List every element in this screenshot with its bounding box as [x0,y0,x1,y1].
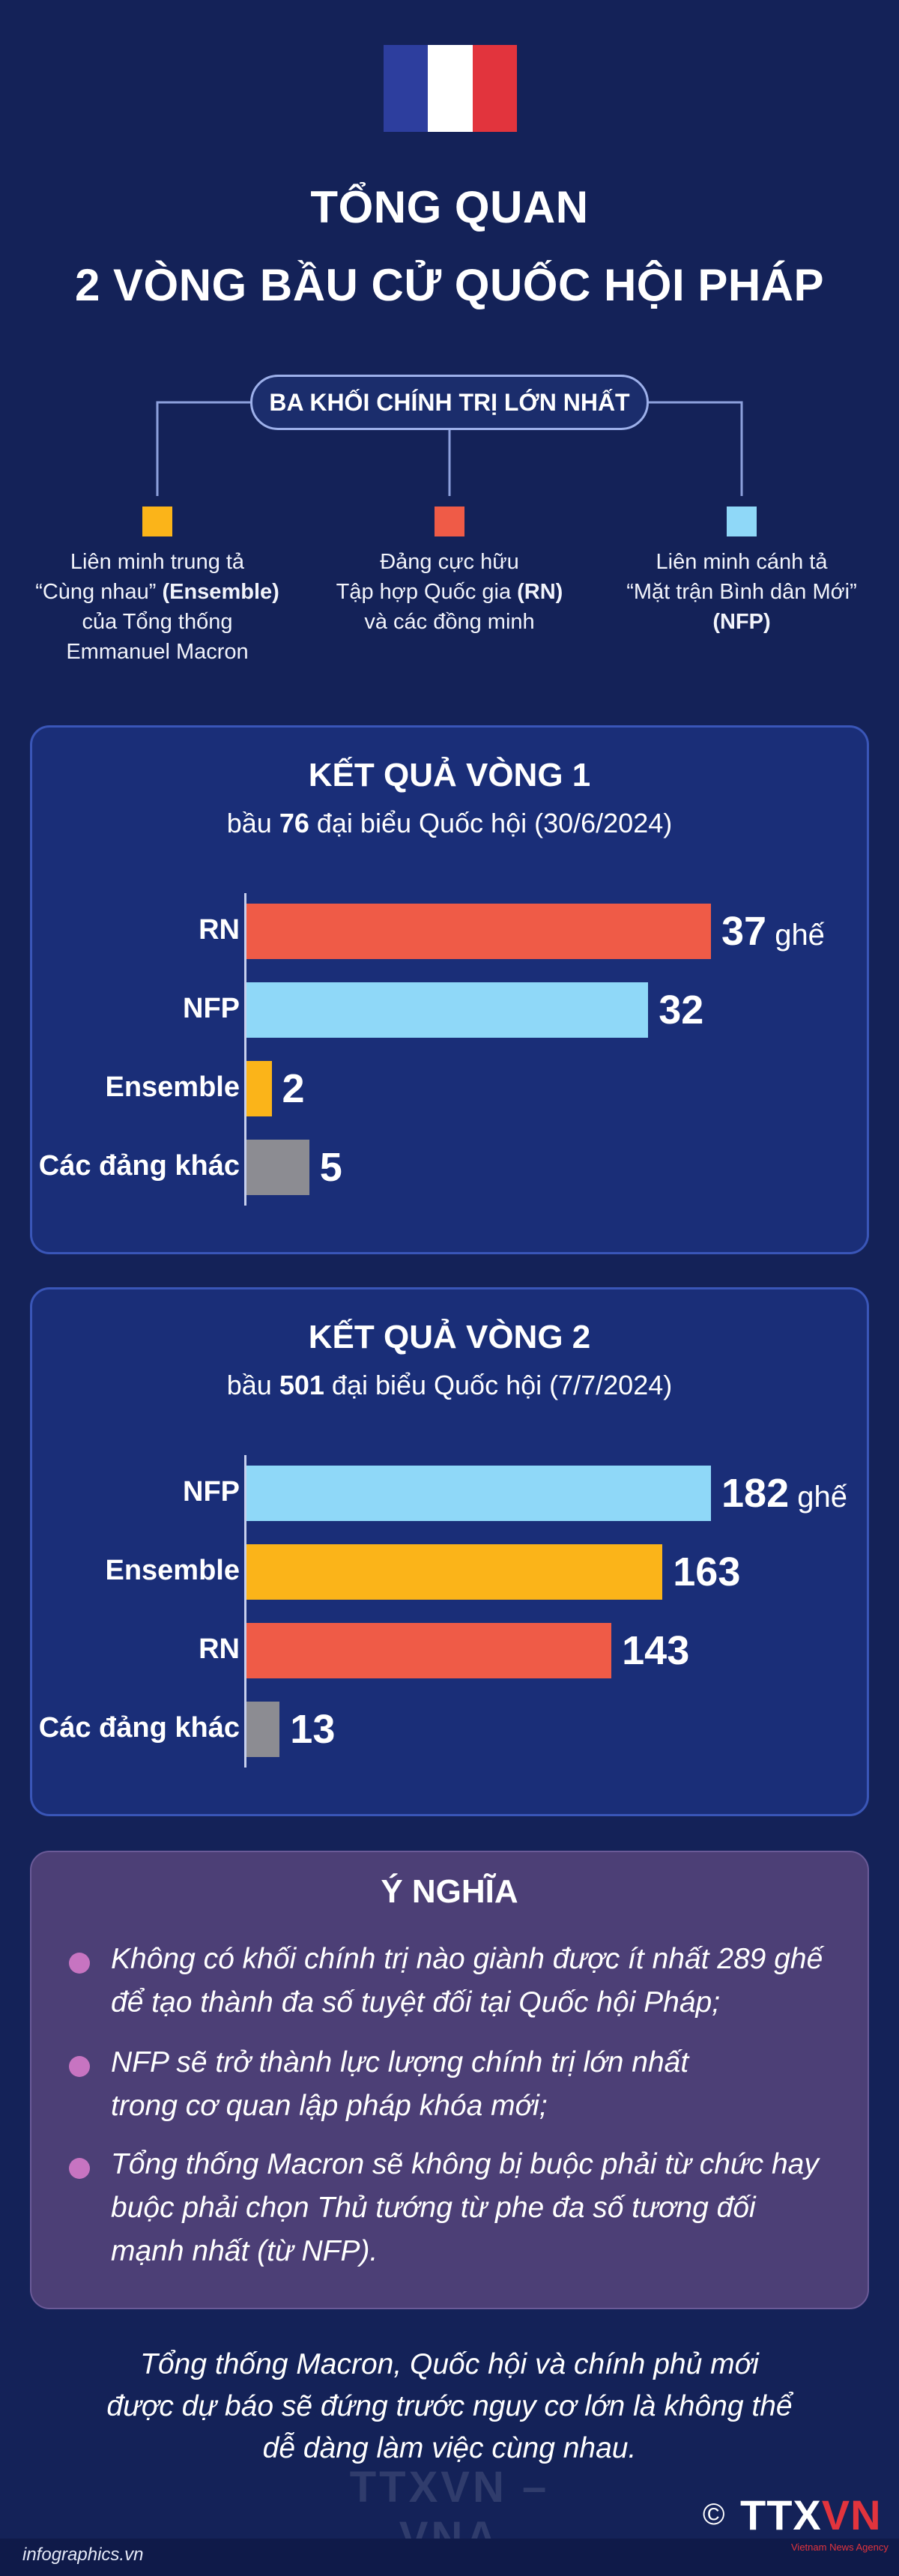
logo-accent: VN [821,2491,882,2539]
meaning-title: Ý NGHĨA [381,1873,518,1910]
round2-bar-ensemble [246,1544,663,1600]
meaning-item-2-line1: NFP sẽ trở thành lực lượng chính trị lớn… [111,2046,689,2078]
footer-note: Tổng thống Macron, Quốc hội và chính phủ… [45,2344,854,2470]
round1-category-label: Ensemble [105,1071,240,1103]
bloc-ensemble-nickname: “Cùng nhau” [35,580,163,604]
bloc-rn-name: Tập hợp Quốc gia [336,580,518,604]
round1-category-label: RN [199,914,240,946]
page-title-line2: 2 VÒNG BẦU CỬ QUỐC HỘI PHÁP [74,260,825,310]
round2-value-label: 163 [673,1549,741,1594]
round2-subtitle: bầu 501 đại biểu Quốc hội (7/7/2024) [30,1370,869,1401]
round1-value-label: 37 ghế [721,909,825,954]
round1-chart: RN 37 ghế NFP 32 Ensemble 2 Các đảng khác 5 [0,0,899,1206]
meaning-item-1-line2: để tạo thành đa số tuyệt đối tại Quốc hộ… [111,1986,721,2019]
round1-bar-c-c-ng-kh-c [246,1140,309,1195]
bloc-ensemble-abbr: (Ensemble) [162,580,279,604]
footer-note-line1: Tổng thống Macron, Quốc hội và chính phủ… [140,2348,759,2380]
bloc-rn: Đảng cực hữu Tập hợp Quốc gia (RN) và cá… [315,547,584,637]
nfp-swatch [727,507,757,536]
round2-category-label: NFP [183,1476,240,1508]
footer-note-line2: được dự báo sẽ đứng trước nguy cơ lớn là… [106,2390,793,2422]
page-title-line1: TỔNG QUAN [310,182,589,232]
meaning-item-3: Tổng thống Macron sẽ không bị buộc phải … [111,2143,845,2273]
round1-subtitle-pre: bầu [226,808,279,838]
round1-delegates-count: 76 [279,808,309,838]
round1-value-label: 2 [282,1066,305,1111]
round1-value-label: 5 [319,1145,342,1190]
round1-unit-label: ghế [766,919,825,952]
round2-bar-nfp [246,1466,711,1521]
round1-bar-nfp [246,982,649,1038]
meaning-item-1-line1: Không có khối chính trị nào giành được í… [111,1943,823,1975]
bloc-nfp-line2: “Mặt trận Bình dân Mới” [626,580,857,604]
flag-white-stripe [428,45,473,132]
round1-subtitle: bầu 76 đại biểu Quốc hội (30/6/2024) [30,808,869,839]
meaning-item-3-line3: mạnh nhất (từ NFP). [111,2235,378,2267]
bloc-ensemble-line4: Emmanuel Macron [66,640,249,664]
round2-axis-line [244,1455,246,1768]
flag-red-stripe [472,45,517,132]
logo-subtitle: Vietnam News Agency [791,2542,889,2553]
round2-value-label: 143 [622,1628,690,1673]
bullet-icon [69,2158,90,2179]
bullet-icon [69,1953,90,1974]
round2-subtitle-post: đại biểu Quốc hội (7/7/2024) [324,1370,673,1400]
bloc-rn-abbr: (RN) [517,580,563,604]
bloc-connectors [156,401,743,496]
ensemble-swatch [142,507,172,536]
round2-subtitle-pre: bầu [226,1370,279,1400]
bloc-ensemble-line2: “Cùng nhau” (Ensemble) [22,577,292,607]
meaning-panel [30,1851,869,2309]
meaning-item-2: NFP sẽ trở thành lực lượng chính trị lớn… [111,2041,845,2128]
site-link[interactable]: infographics.vn [22,2545,144,2565]
bloc-ensemble-line3: của Tổng thống [82,610,233,634]
round2-unit-label: ghế [789,1481,847,1514]
round2-category-label: Ensemble [105,1555,240,1586]
round2-value-label: 13 [290,1707,336,1752]
bullet-icon [69,2056,90,2077]
footer-note-line3: dễ dàng làm việc cùng nhau. [262,2432,637,2464]
round1-bar-rn [246,904,711,959]
watermark: TTXVN – VNA [349,2463,550,2562]
bloc-ensemble: Liên minh trung tả “Cùng nhau” (Ensemble… [22,547,292,667]
meaning-item-2-line2: trong cơ quan lập pháp khóa mới; [111,2090,548,2122]
bloc-rn-line2: Tập hợp Quốc gia (RN) [315,577,584,607]
round1-category-label: NFP [183,993,240,1024]
footer-band [0,2539,899,2576]
round1-category-label: Các đảng khác [38,1150,240,1182]
copyright-symbol: © [703,2498,725,2531]
round1-bar-ensemble [246,1061,272,1116]
blocs-heading: BA KHỐI CHÍNH TRỊ LỚN NHẤT [250,375,649,430]
round2-category-label: Các đảng khác [38,1712,240,1744]
round1-subtitle-post: đại biểu Quốc hội (30/6/2024) [309,808,673,838]
bloc-nfp-abbr: (NFP) [712,610,771,634]
bloc-nfp-line3: (NFP) [607,607,877,637]
bloc-ensemble-line1: Liên minh trung tả [70,550,245,574]
logo-main: TTX [740,2491,822,2539]
round2-chart: NFP 182 ghế Ensemble 163 RN 143 Các đảng khác 1… [0,0,899,1768]
round1-axis-line [244,893,246,1206]
round2-category-label: RN [199,1633,240,1665]
meaning-item-3-line1: Tổng thống Macron sẽ không bị buộc phải … [111,2148,819,2180]
round1-title: KẾT QUẢ VÒNG 1 [308,757,591,793]
bloc-nfp-line1: Liên minh cánh tả [656,550,828,574]
round2-value-label: 182 ghế [721,1471,847,1516]
meaning-item-3-line2: buộc phải chọn Thủ tướng từ phe đa số tư… [111,2192,756,2224]
rn-swatch [435,507,464,536]
round2-bar-c-c-ng-kh-c [246,1702,280,1757]
france-flag [384,45,517,132]
round2-delegates-count: 501 [279,1370,324,1400]
round1-value-label: 32 [659,988,704,1032]
bloc-nfp: Liên minh cánh tả “Mặt trận Bình dân Mới… [607,547,877,637]
flag-blue-stripe [384,45,429,132]
round2-title: KẾT QUẢ VÒNG 2 [308,1319,591,1355]
round2-bar-rn [246,1623,612,1678]
bloc-rn-line1: Đảng cực hữu [380,550,519,574]
ttxvn-logo: TTXVN [740,2491,882,2539]
bloc-rn-line3: và các đồng minh [364,610,535,634]
meaning-item-1: Không có khối chính trị nào giành được í… [111,1938,845,2025]
